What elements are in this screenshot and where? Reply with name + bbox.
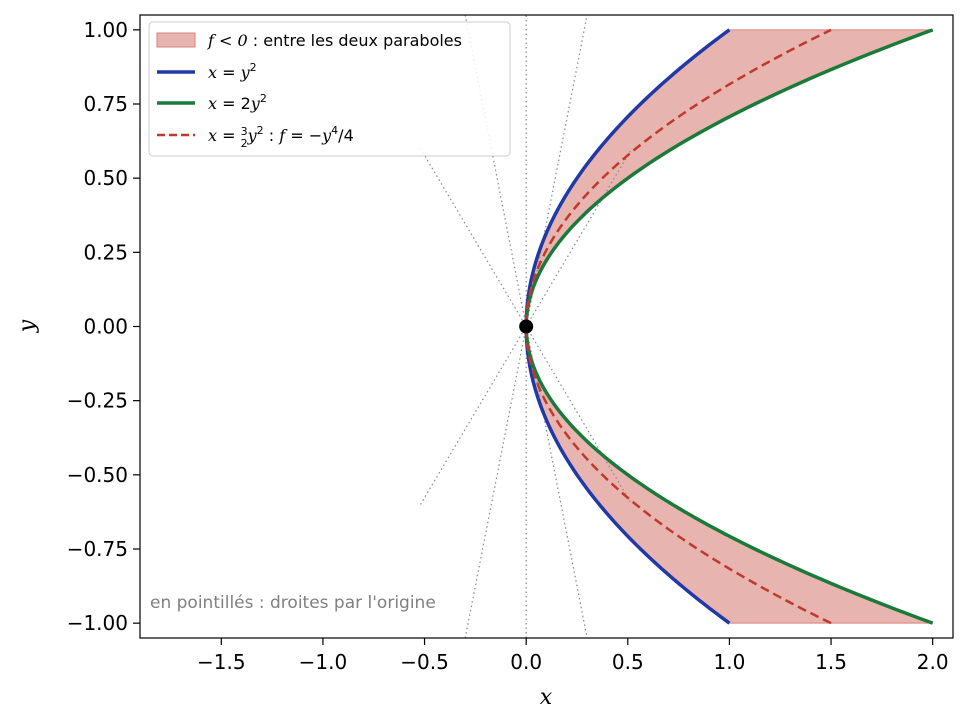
x-tick-label: −0.5 <box>400 650 449 674</box>
x-tick-label: 1.5 <box>815 650 847 674</box>
legend-frame <box>148 21 511 157</box>
y-tick-label: 0.25 <box>83 240 128 264</box>
x-tick-label: −1.5 <box>197 650 246 674</box>
legend-label-series-0: x = y2 <box>208 61 257 82</box>
x-axis-ticks: −1.5 −1.0 −0.5 0.0 0.5 1.0 1.5 2.0 <box>197 638 949 674</box>
series-line-2 <box>524 28 832 625</box>
x-tick-label: 0.0 <box>510 650 542 674</box>
origin-point <box>519 319 534 334</box>
y-axis-ticks: −1.00 −0.75 −0.50 −0.25 0.00 0.25 0.50 0.75 1.00 <box>67 18 140 635</box>
legend-label-fill: f < 0 : entre les deux paraboles <box>207 31 462 50</box>
plot-area <box>419 15 934 638</box>
x-tick-label: 0.5 <box>612 650 644 674</box>
y-tick-label: 0.00 <box>83 315 128 339</box>
y-tick-label: 1.00 <box>83 18 128 42</box>
y-tick-label: −0.75 <box>67 537 128 561</box>
y-tick-label: 0.75 <box>83 92 128 116</box>
y-tick-label: −0.50 <box>67 463 128 487</box>
legend-label-fill-text: : entre les deux paraboles <box>248 31 462 50</box>
legend: f < 0 : entre les deux paraboles x = y2 … <box>148 21 511 157</box>
legend-label-series-2: x = 3 2y2 : f = −y4/4 <box>208 124 354 150</box>
legend-swatch-fill <box>156 32 196 48</box>
x-tick-label: 1.0 <box>714 650 746 674</box>
y-tick-label: −1.00 <box>67 611 128 635</box>
x-tick-label: 2.0 <box>917 650 949 674</box>
x-axis-label: x <box>540 685 553 710</box>
legend-label-fill-math: f < 0 <box>207 31 248 50</box>
y-tick-label: 0.50 <box>83 166 128 190</box>
origin-lines-annotation: en pointillés : droites par l'origine <box>150 593 436 613</box>
legend-label-series-1: x = 2y2 <box>208 92 267 113</box>
y-axis-label: y <box>15 319 40 333</box>
x-tick-label: −1.0 <box>299 650 348 674</box>
y-tick-label: −0.25 <box>67 389 128 413</box>
